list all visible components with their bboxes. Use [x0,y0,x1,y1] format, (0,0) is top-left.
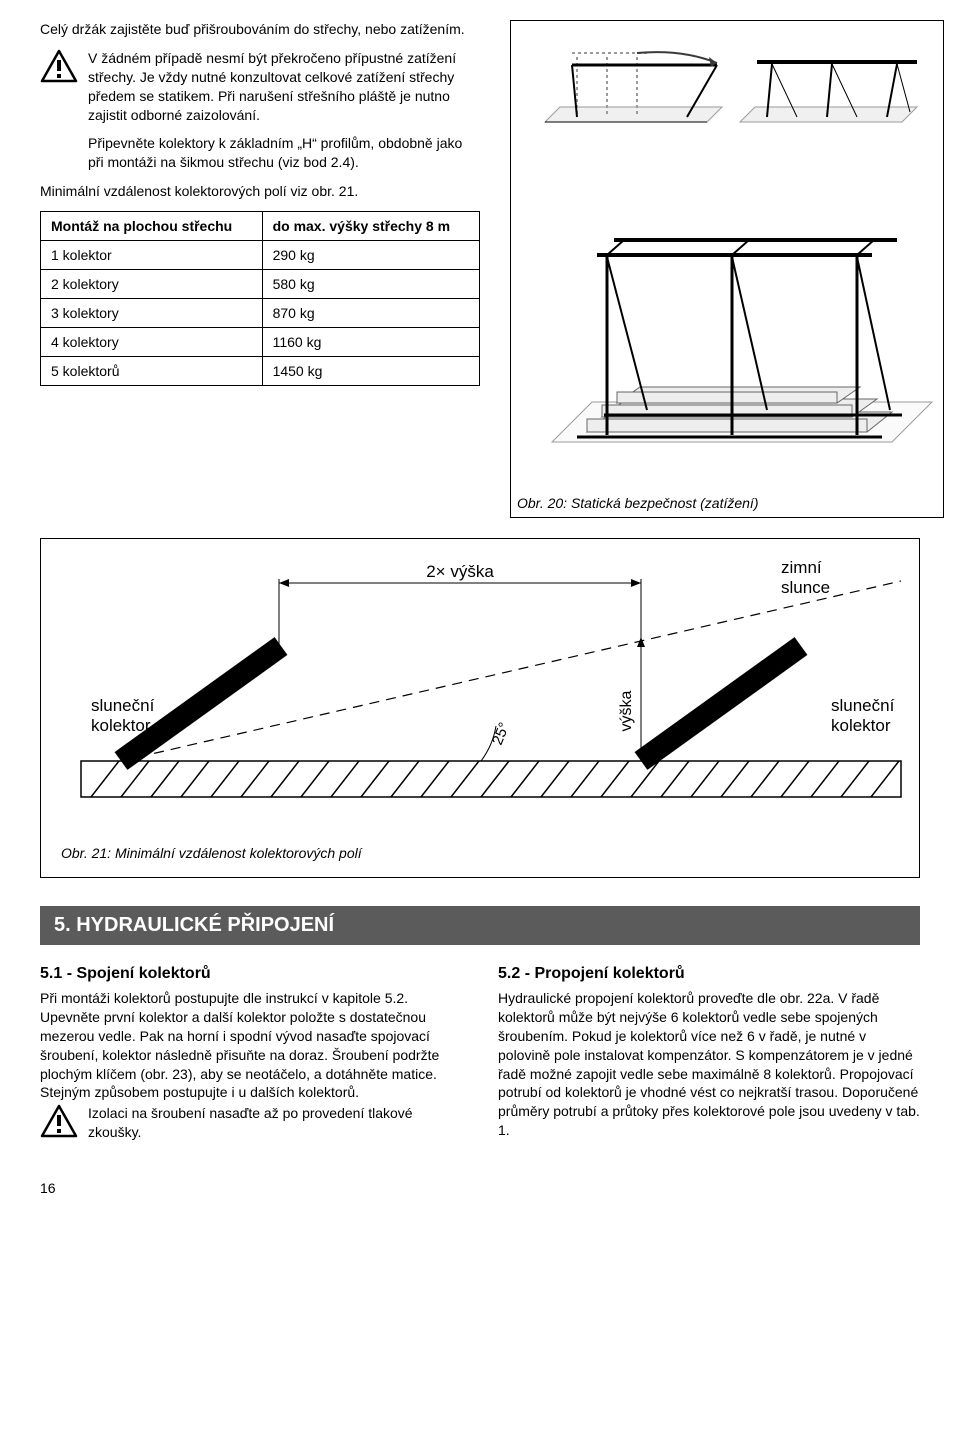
warning-block-1: V žádném případě nesmí být překročeno př… [40,49,480,125]
label-angle: 25° [489,720,513,747]
load-table: Montáž na plochou střechu do max. výšky … [40,211,480,386]
label-2x-height: 2× výška [426,562,494,581]
heading-5-1: 5.1 - Spojení kolektorů [40,965,462,983]
table-row: 1 kolektor290 kg [41,241,480,270]
paragraph-2: Připevněte kolektory k základním „H“ pro… [40,134,480,172]
page-number: 16 [40,1180,920,1196]
warning-text-1: V žádném případě nesmí být překročeno př… [88,49,480,125]
label-collector-left: slunečníkolektor [91,696,155,735]
text-5-1: Při montáži kolektorů postupujte dle ins… [40,989,462,1102]
warning-text-2: Izolaci na šroubení nasaďte až po proved… [88,1104,462,1142]
table-row: 2 kolektory580 kg [41,270,480,299]
heading-5-2: 5.2 - Propojení kolektorů [498,965,920,983]
figure-21: výška 2× výška 25° slunečníkolektor slun… [40,538,920,878]
table-row: 4 kolektory1160 kg [41,328,480,357]
table-header-right: do max. výšky střechy 8 m [262,212,479,241]
figure-20: Obr. 20: Statická bezpečnost (zatížení) [517,27,937,511]
figure-21-caption: Obr. 21: Minimální vzdálenost kolektorov… [61,845,899,861]
label-collector-right: slunečníkolektor [831,696,895,735]
text-5-2: Hydraulické propojení kolektorů proveďte… [498,989,920,1140]
warning-block-2: Izolaci na šroubení nasaďte až po proved… [40,1104,462,1142]
label-winter-sun: zimníslunce [781,558,830,597]
table-row: 5 kolektorů1450 kg [41,357,480,386]
warning-icon [40,1104,78,1138]
label-height: výška [618,690,635,731]
section-5-header: 5. HYDRAULICKÉ PŘIPOJENÍ [40,906,920,945]
figure-20-caption: Obr. 20: Statická bezpečnost (zatížení) [517,495,937,511]
paragraph-3: Minimální vzdálenost kolektorových polí … [40,182,480,201]
warning-icon [40,49,78,83]
table-row: 3 kolektory870 kg [41,299,480,328]
table-header-left: Montáž na plochou střechu [41,212,263,241]
intro-paragraph: Celý držák zajistěte buď přišroubováním … [40,20,480,39]
